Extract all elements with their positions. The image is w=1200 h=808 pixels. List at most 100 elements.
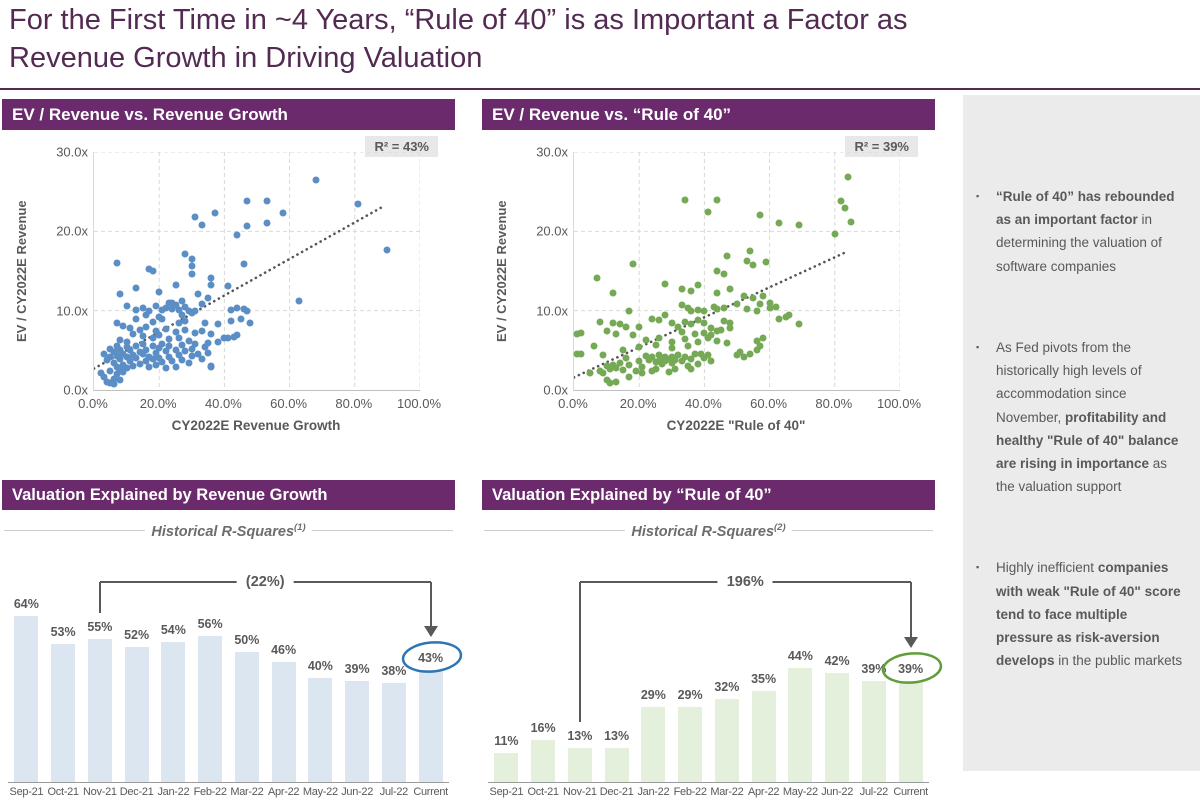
scatter-dot [743,257,751,265]
scatter-dot [175,351,183,359]
scatter-dot [227,317,235,325]
scatter-dot [599,369,607,377]
scatter-dot [678,285,686,293]
scatter-dot [106,353,114,361]
scatter-dot [694,338,702,346]
scatter-dot [713,337,721,345]
scatter-dot [149,355,157,363]
scatter-dot [204,294,212,302]
scatter-dot [759,292,767,300]
bullet-text: “Rule of 40” has rebounded as an importa… [996,189,1175,274]
scatter-dot [681,196,689,204]
scatter-dot [599,351,607,359]
scatter-dot [185,337,193,345]
scatter-dot [619,346,627,354]
scatter-dot [700,354,708,362]
scatter-dot [668,338,676,346]
scatter-dot [782,313,790,321]
scatter-dot [110,375,118,383]
scatter-dot [681,353,689,361]
category-label: May-22 [302,786,338,798]
scatter-dot [100,350,108,358]
scatter-dot [635,323,643,331]
bar-panel-revenue-growth: Valuation Explained by Revenue Growth Hi… [2,480,462,808]
scatter-dot [674,323,682,331]
scatter-dot [113,319,121,327]
scatter-dot [625,373,633,381]
scatter-dot [211,209,219,217]
scatter-dot [573,350,581,358]
highlight-ellipse [881,651,942,684]
scatter-dot [606,365,614,373]
scatter-dot [106,379,114,387]
scatter-dot [775,315,783,323]
scatter-dot [678,328,686,336]
scatter-dot [632,367,640,375]
bar-category-labels: Sep-21 Oct-21 Nov-21 Dec-21 Jan-22 Feb-22 Mar-… [488,786,929,804]
scatter-dot [691,330,699,338]
x-axis-ticks: 0.0% 20.0% 40.0% 60.0% 80.0% 100.0% [78,396,442,411]
scatter-dot [753,337,761,345]
page-title-line1: For the First Time in ~4 Years, “Rule of… [9,4,908,36]
scatter-dot [687,307,695,315]
scatter-dot [198,221,206,229]
scatter-dot [661,280,669,288]
bar [124,646,149,782]
change-annotation-label: 196% [717,574,773,590]
scatter-dot [246,319,254,327]
scatter-dot [116,336,124,344]
subtitle-line-left [4,530,146,532]
scatter-dot [661,311,669,319]
scatter-dot [188,255,196,263]
bar-value-label: 46% [271,643,297,658]
scatter-dot [243,197,251,205]
y-axis-ticks: 30.0x 20.0x 10.0x 0.0x [56,144,88,398]
bullet-square-icon: ▪ [976,191,980,201]
scatter-dot [116,355,124,363]
scatter-dot [123,364,131,372]
scatter-dot [837,197,845,205]
scatter-dot [749,261,757,269]
scatter-dot [162,347,170,355]
scatter-dot [700,329,708,337]
scatter-dot [668,359,676,367]
scatter-dot [175,334,183,342]
bar-value-label: 43% [418,651,444,666]
scatter-dot [155,288,163,296]
page-title-line2: Revenue Growth in Driving Valuation [9,41,483,74]
scatter-dot [697,350,705,358]
category-label: Mar-22 [230,786,264,798]
scatter-dot [162,364,170,372]
scatter-dot [116,376,124,384]
scatter-dot [720,317,728,325]
scatter-dot [687,320,695,328]
bar [567,748,592,782]
scatter-dot [678,301,686,309]
scatter-dot [191,213,199,221]
footnote-marker: (1) [294,522,306,533]
scatter-dot [139,340,147,348]
scatter-dot [694,316,702,324]
bar [604,748,629,782]
scatter-dot [684,342,692,350]
scatter-dot [586,369,594,377]
scatter-dot [383,246,391,254]
scatter-dot [233,331,241,339]
scatter-dot [629,260,637,268]
scatter-dot [227,306,235,314]
scatter-dot [152,361,160,369]
bar [51,644,76,782]
scatter-dot [168,305,176,313]
subtitle-row: Historical R-Squares(2) [484,522,934,540]
scatter-dot [723,252,731,260]
scatter-panel-revenue-growth: EV / Revenue vs. Revenue Growth R² = 43%… [2,99,455,474]
scatter-dot [142,323,150,331]
scatter-dot [113,342,121,350]
bar-value-label: 16% [530,721,556,736]
subtitle-line-right [311,530,454,532]
scatter-dot [165,335,173,343]
scatter-dot [625,307,633,315]
bar-value-label: 44% [787,648,813,663]
scatter-dot [762,258,770,266]
scatter-dot [759,334,767,342]
